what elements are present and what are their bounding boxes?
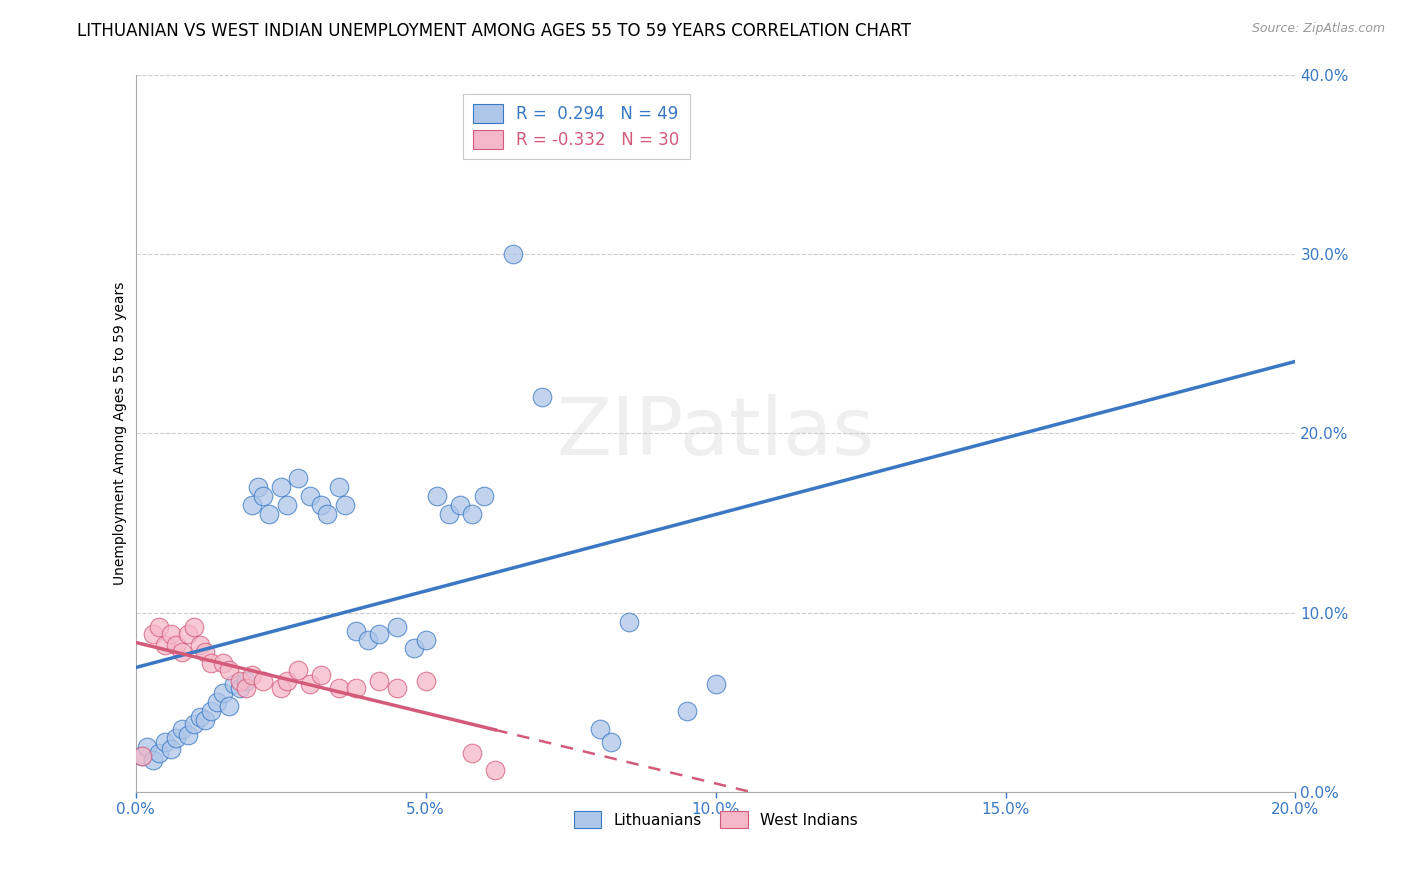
Point	[298, 489, 321, 503]
Point	[437, 507, 460, 521]
Point	[257, 507, 280, 521]
Point	[235, 673, 257, 688]
Point	[159, 627, 181, 641]
Point	[675, 704, 697, 718]
Point	[172, 722, 194, 736]
Point	[183, 620, 205, 634]
Point	[131, 749, 153, 764]
Point	[136, 740, 159, 755]
Point	[311, 668, 333, 682]
Point	[426, 489, 449, 503]
Point	[218, 663, 240, 677]
Point	[148, 746, 170, 760]
Point	[194, 713, 217, 727]
Point	[240, 668, 263, 682]
Point	[588, 722, 610, 736]
Point	[287, 663, 309, 677]
Point	[211, 686, 233, 700]
Point	[415, 632, 437, 647]
Point	[311, 498, 333, 512]
Point	[183, 716, 205, 731]
Point	[344, 624, 367, 638]
Point	[333, 498, 356, 512]
Point	[165, 638, 187, 652]
Point	[229, 673, 252, 688]
Point	[484, 764, 506, 778]
Point	[617, 615, 640, 629]
Point	[368, 673, 391, 688]
Point	[218, 698, 240, 713]
Legend: Lithuanians, West Indians: Lithuanians, West Indians	[568, 805, 863, 835]
Point	[287, 471, 309, 485]
Point	[200, 656, 222, 670]
Point	[211, 656, 233, 670]
Text: Source: ZipAtlas.com: Source: ZipAtlas.com	[1251, 22, 1385, 36]
Point	[252, 673, 274, 688]
Point	[600, 735, 623, 749]
Point	[316, 507, 339, 521]
Point	[415, 673, 437, 688]
Point	[328, 681, 350, 695]
Point	[165, 731, 187, 746]
Point	[229, 681, 252, 695]
Point	[270, 681, 292, 695]
Point	[246, 480, 269, 494]
Point	[177, 728, 200, 742]
Point	[205, 695, 228, 709]
Point	[172, 645, 194, 659]
Point	[200, 704, 222, 718]
Point	[240, 498, 263, 512]
Point	[188, 638, 211, 652]
Point	[153, 638, 176, 652]
Point	[385, 620, 408, 634]
Point	[276, 498, 298, 512]
Point	[404, 641, 426, 656]
Point	[148, 620, 170, 634]
Point	[142, 627, 165, 641]
Text: ZIPatlas: ZIPatlas	[557, 394, 875, 472]
Point	[276, 673, 298, 688]
Point	[194, 645, 217, 659]
Point	[224, 677, 246, 691]
Point	[142, 753, 165, 767]
Point	[502, 247, 524, 261]
Point	[704, 677, 727, 691]
Point	[385, 681, 408, 695]
Point	[368, 627, 391, 641]
Point	[461, 507, 484, 521]
Point	[357, 632, 380, 647]
Point	[235, 681, 257, 695]
Text: LITHUANIAN VS WEST INDIAN UNEMPLOYMENT AMONG AGES 55 TO 59 YEARS CORRELATION CHA: LITHUANIAN VS WEST INDIAN UNEMPLOYMENT A…	[77, 22, 911, 40]
Y-axis label: Unemployment Among Ages 55 to 59 years: Unemployment Among Ages 55 to 59 years	[114, 282, 128, 585]
Point	[153, 735, 176, 749]
Point	[328, 480, 350, 494]
Point	[177, 627, 200, 641]
Point	[344, 681, 367, 695]
Point	[131, 749, 153, 764]
Point	[270, 480, 292, 494]
Point	[188, 709, 211, 723]
Point	[530, 390, 553, 404]
Point	[450, 498, 472, 512]
Point	[298, 677, 321, 691]
Point	[461, 746, 484, 760]
Point	[159, 742, 181, 756]
Point	[252, 489, 274, 503]
Point	[472, 489, 495, 503]
